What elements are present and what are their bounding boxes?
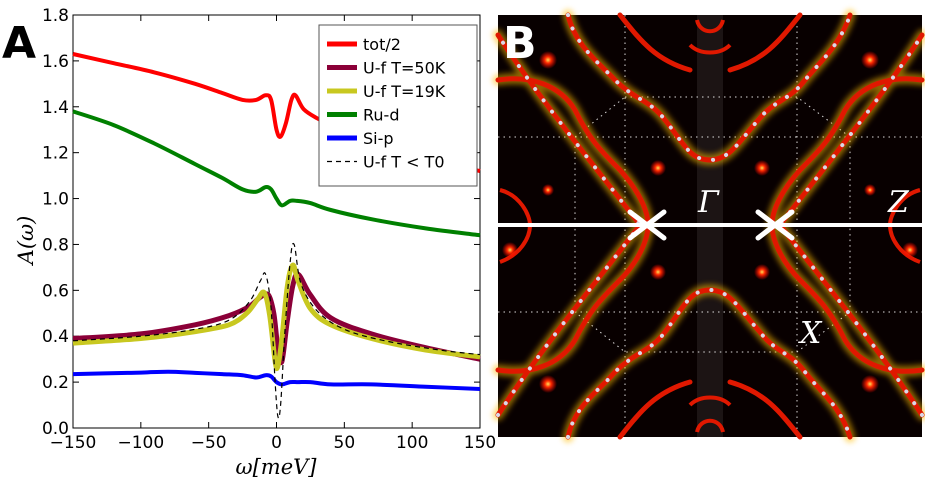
x-tick-label: −50 — [191, 433, 227, 453]
crossing-marker-left — [627, 209, 667, 241]
x-axis-title: ω[meV] — [235, 455, 317, 479]
legend-label: tot/2 — [363, 35, 401, 54]
y-tick-label: 1.2 — [42, 144, 69, 164]
panel-b-map: Γ Z X B — [492, 9, 925, 443]
y-axis: 0.0 0.2 0.4 0.6 0.8 1.0 1.2 1.4 1.6 1.8 — [42, 6, 480, 439]
series-line-si-p — [72, 369, 481, 391]
x-tick-label: −150 — [50, 433, 97, 453]
x-tick-label: −100 — [117, 433, 164, 453]
legend-box — [318, 24, 478, 187]
x-axis: −150 −100 −50 0 50 100 150 — [50, 15, 496, 453]
series-line-ru-d — [72, 109, 481, 238]
crossing-marker-right — [755, 209, 795, 241]
x-tick-label: 50 — [334, 433, 356, 453]
y-tick-label: 1.8 — [42, 6, 69, 26]
series-line-u-f-t-19k — [72, 262, 481, 372]
label-x: X — [798, 316, 823, 351]
y-tick-label: 0.8 — [42, 235, 69, 255]
legend-label: Ru-d — [363, 106, 399, 125]
legend-label: Si-p — [363, 129, 394, 148]
y-tick-label: 0.6 — [42, 281, 69, 301]
y-tick-label: 1.6 — [42, 52, 69, 72]
label-z: Z — [887, 185, 910, 220]
panel-b-label: B — [503, 18, 537, 69]
y-axis-title: A(ω) — [14, 216, 38, 267]
legend-label: U-f T=19K — [363, 82, 446, 101]
panel-a-chart: A 0.0 0.2 0.4 0.6 0.8 1.0 1.2 1.4 1.6 1.8 −150 −10… — [2, 6, 496, 479]
y-tick-label: 0.0 — [42, 419, 69, 439]
y-tick-label: 0.2 — [42, 373, 69, 393]
x-tick-label: 150 — [464, 433, 496, 453]
y-tick-label: 0.4 — [42, 327, 69, 347]
series-line-u-f-t-t0 — [72, 242, 481, 419]
legend: tot/2 U-f T=50K U-f T=19K Ru-d Si-p U-f T < T… — [318, 24, 478, 187]
label-gamma: Γ — [697, 185, 720, 220]
y-tick-label: 1.4 — [42, 98, 69, 118]
panel-a-label: A — [2, 18, 36, 69]
legend-label: U-f T=50K — [363, 59, 446, 78]
bright-spots — [502, 51, 918, 393]
y-tick-label: 1.0 — [42, 190, 69, 210]
x-tick-label: 100 — [396, 433, 428, 453]
x-tick-label: 0 — [271, 433, 282, 453]
legend-label: U-f T < T0 — [363, 153, 445, 172]
